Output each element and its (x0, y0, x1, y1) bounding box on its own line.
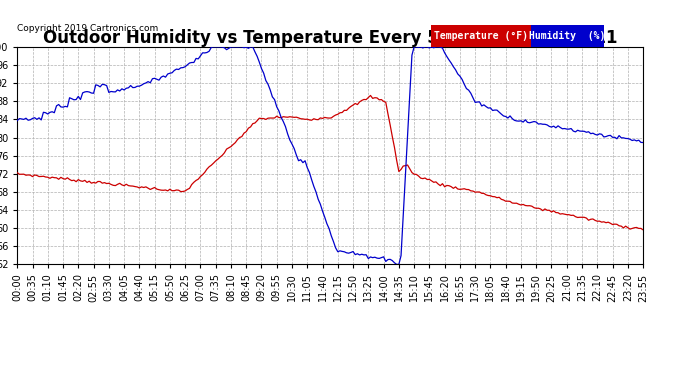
Title: Outdoor Humidity vs Temperature Every 5 Minutes 20190911: Outdoor Humidity vs Temperature Every 5 … (43, 29, 618, 47)
Text: Copyright 2019 Cartronics.com: Copyright 2019 Cartronics.com (17, 24, 159, 33)
Text: Humidity  (%): Humidity (%) (529, 31, 606, 41)
Text: Temperature (°F): Temperature (°F) (434, 31, 529, 41)
